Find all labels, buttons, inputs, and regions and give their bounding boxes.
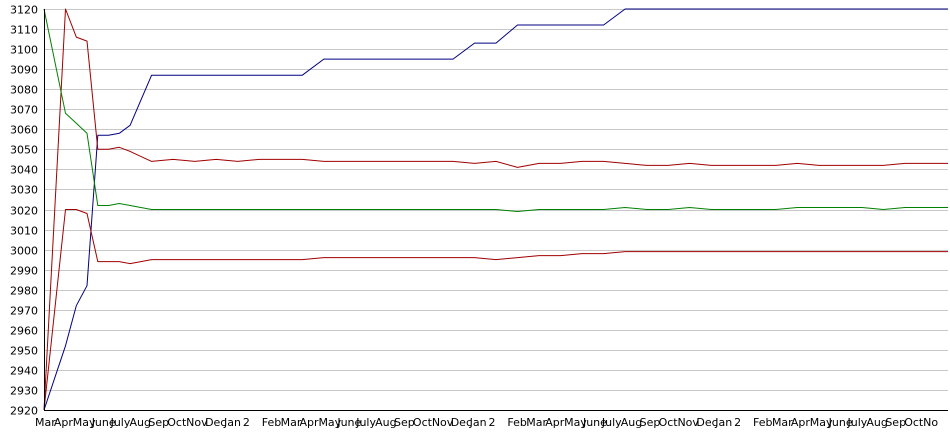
x-tick-label: Jan	[223, 416, 241, 429]
x-tick-label: 2	[489, 416, 496, 429]
y-tick-label: 3050	[10, 144, 38, 157]
y-tick-label: 3100	[10, 44, 38, 57]
x-tick-label: June	[582, 416, 607, 429]
y-tick-label: 3000	[10, 245, 38, 258]
x-tick-label: Mar	[35, 416, 56, 429]
x-tick-label: Jan	[469, 416, 487, 429]
y-tick-label: 3080	[10, 84, 38, 97]
x-tick-label: Oct	[413, 416, 433, 429]
y-tick-label: 2990	[10, 265, 38, 278]
x-tick-label: Sep	[148, 416, 169, 429]
x-tick-label: Nov	[677, 416, 699, 429]
x-tick-label: Dec	[205, 416, 226, 429]
x-tick-label: Jan	[714, 416, 732, 429]
y-tick-label: 2940	[10, 365, 38, 378]
x-tick-label: June	[828, 416, 853, 429]
x-tick-label: Sep	[885, 416, 906, 429]
series-line-3	[43, 8, 948, 212]
x-tick-label: Aug	[129, 416, 150, 429]
y-tick-label: 3090	[10, 64, 38, 77]
x-tick-label: July	[110, 416, 131, 429]
series-lines	[43, 8, 948, 411]
y-tick-label: 2950	[10, 345, 38, 358]
y-tick-label: 2980	[10, 285, 38, 298]
series-line-4	[43, 209, 948, 411]
x-tick-label: Apr	[54, 416, 74, 429]
x-tick-label: Mar	[526, 416, 547, 429]
y-tick-label: 3110	[10, 24, 38, 37]
x-tick-label: No	[923, 416, 938, 429]
x-tick-label: July	[355, 416, 376, 429]
x-tick-label: 2	[243, 416, 250, 429]
x-tick-label: Feb	[262, 416, 281, 429]
x-tick-label: May	[73, 416, 96, 429]
x-tick-label: Nov	[432, 416, 454, 429]
y-tick-label: 3120	[10, 4, 38, 17]
x-tick-label: Apr	[545, 416, 565, 429]
series-line-2	[43, 8, 948, 411]
y-tick-label: 3010	[10, 225, 38, 238]
x-tick-label: June	[91, 416, 116, 429]
x-tick-label: Dec	[451, 416, 472, 429]
x-tick-label: Aug	[621, 416, 642, 429]
y-axis-tick-labels: 2920 2930 2940 2950 2960 2970 2980 2990 3000 3010…	[10, 4, 38, 418]
x-tick-label: Aug	[866, 416, 887, 429]
x-tick-label: Dec	[696, 416, 717, 429]
y-tick-label: 2970	[10, 305, 38, 318]
y-tick-label: 3070	[10, 104, 38, 117]
x-tick-label: 2	[734, 416, 741, 429]
x-tick-label: Feb	[753, 416, 772, 429]
x-tick-label: July	[601, 416, 622, 429]
x-tick-label: May	[318, 416, 341, 429]
x-tick-label: July	[847, 416, 868, 429]
x-tick-label: Apr	[791, 416, 811, 429]
x-tick-label: June	[336, 416, 361, 429]
y-tick-label: 3040	[10, 164, 38, 177]
y-tick-label: 2960	[10, 325, 38, 338]
x-tick-label: May	[810, 416, 833, 429]
y-tick-label: 3020	[10, 205, 38, 218]
y-tick-label: 3060	[10, 124, 38, 137]
x-tick-label: Feb	[507, 416, 526, 429]
gridlines	[44, 9, 948, 411]
x-tick-label: Apr	[300, 416, 320, 429]
series-line-1	[43, 8, 948, 411]
x-tick-label: Mar	[281, 416, 302, 429]
x-tick-label: Sep	[394, 416, 415, 429]
x-tick-label: Nov	[186, 416, 208, 429]
x-tick-label: Oct	[659, 416, 679, 429]
x-tick-label: Oct	[167, 416, 187, 429]
y-tick-label: 2920	[10, 405, 38, 418]
x-tick-label: Oct	[904, 416, 924, 429]
x-tick-label: Sep	[640, 416, 661, 429]
y-tick-label: 2930	[10, 385, 38, 398]
x-tick-label: May	[564, 416, 587, 429]
x-tick-label: Mar	[772, 416, 793, 429]
y-tick-label: 3030	[10, 184, 38, 197]
x-tick-label: Aug	[375, 416, 396, 429]
